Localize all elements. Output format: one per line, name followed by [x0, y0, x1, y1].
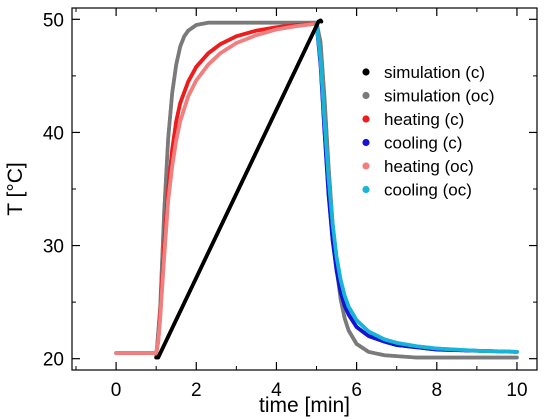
legend-label: simulation (c): [384, 63, 485, 82]
series-2: [114, 21, 319, 355]
series-5: [314, 21, 519, 354]
legend-label: cooling (oc): [384, 181, 472, 200]
x-tick-label: 8: [431, 380, 442, 401]
plot-frame: [71, 7, 538, 371]
x-tick-label: 6: [351, 380, 362, 401]
data-point: [515, 355, 519, 360]
plot-series: [114, 18, 519, 360]
series-0: [154, 18, 324, 360]
legend-marker: [362, 115, 370, 123]
x-tick-label: 0: [111, 380, 122, 401]
legend-label: heating (oc): [384, 157, 474, 176]
x-tick-label: 4: [271, 380, 282, 401]
x-tick-label: 10: [506, 380, 527, 401]
y-tick-label: 40: [43, 123, 64, 144]
data-point: [515, 350, 519, 354]
data-point: [319, 19, 324, 24]
legend: simulation (c) simulation (oc) heating (c)…: [362, 63, 495, 200]
legend-label: cooling (c): [384, 134, 462, 153]
legend-marker: [362, 162, 370, 170]
legend-label: simulation (oc): [384, 87, 495, 106]
legend-marker: [362, 68, 370, 76]
legend-marker: [362, 91, 370, 100]
legend-label: heating (c): [384, 110, 464, 129]
legend-marker: [362, 138, 370, 147]
y-tick-label: 50: [43, 10, 64, 31]
y-tick-label: 20: [43, 350, 64, 371]
y-axis-title: T [°C]: [4, 162, 27, 216]
legend-marker: [362, 185, 370, 194]
x-tick-label: 2: [191, 380, 202, 401]
axis-ticks: [72, 8, 537, 370]
series-4: [114, 21, 319, 355]
axis-tick-labels: 0 2 4 6 8 10 20 30 40 50: [43, 10, 528, 401]
x-axis-title: time [min]: [259, 394, 350, 417]
y-tick-label: 30: [43, 237, 64, 258]
